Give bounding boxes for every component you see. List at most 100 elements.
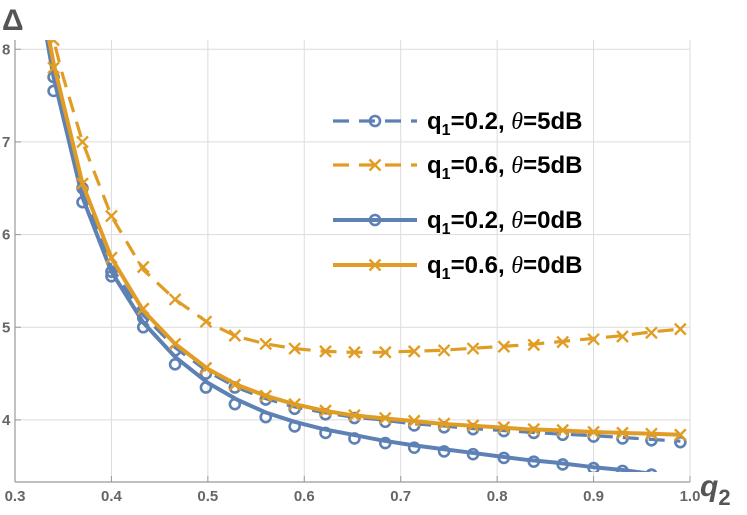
legend-label: q1=0.6, θ=0dB — [427, 252, 582, 283]
data-point — [616, 426, 629, 440]
data-point — [319, 344, 332, 358]
axes — [14, 40, 690, 483]
data-point — [645, 326, 658, 340]
data-point — [466, 419, 480, 432]
legend-label-theta: θ — [511, 109, 523, 135]
legend-label-sub: 1 — [442, 166, 451, 183]
data-point — [466, 342, 480, 355]
data-point — [228, 397, 242, 411]
x-axis-label: q2 — [700, 470, 731, 510]
data-point — [105, 209, 118, 223]
data-point — [319, 404, 332, 417]
legend-label-theta: θ — [511, 153, 523, 179]
data-point — [378, 411, 392, 425]
data-point — [556, 335, 570, 349]
legend-label-db: =5dB — [523, 108, 582, 135]
legend-item: q1=0.6, θ=0dB — [333, 252, 582, 283]
data-point — [674, 435, 687, 449]
data-point — [616, 464, 629, 472]
grid — [15, 40, 691, 482]
data-point — [228, 329, 242, 342]
x-ticks: 0.3 0.4 0.5 0.6 0.7 0.8 0.9 1.0 — [5, 476, 701, 505]
legend-marker — [368, 213, 382, 227]
legend-item: q1=0.2, θ=5dB — [333, 108, 582, 139]
data-point — [228, 378, 242, 392]
legend-label-theta: θ — [511, 253, 523, 279]
legend-label-q: q — [427, 108, 442, 135]
legend-label-db: =0dB — [523, 207, 582, 234]
data-point — [556, 458, 570, 471]
legend-label: q1=0.2, θ=5dB — [427, 108, 582, 139]
legend-label-value: =0.6, — [451, 252, 512, 279]
legend-label-q: q — [427, 152, 442, 179]
legend-marker — [368, 158, 382, 172]
y-ticks: 4 5 6 7 8 — [2, 41, 21, 429]
data-point — [645, 468, 658, 472]
data-point — [259, 410, 273, 424]
data-point — [136, 260, 150, 274]
data-point — [288, 420, 301, 433]
data-point — [437, 417, 451, 430]
y-tick-label: 7 — [2, 134, 10, 151]
data-point — [288, 397, 301, 411]
data-point — [674, 428, 687, 442]
legend-label-theta: θ — [511, 208, 523, 234]
y-tick-label: 4 — [2, 412, 11, 429]
legend-label-sub: 1 — [442, 221, 451, 238]
data-point — [466, 447, 480, 461]
data-point — [76, 195, 89, 209]
data-point — [348, 411, 361, 425]
legend-label-value: =0.2, — [451, 207, 512, 234]
x-tick-label: 1.0 — [680, 488, 701, 505]
data-point — [674, 322, 687, 336]
x-tick-label: 0.3 — [5, 488, 26, 505]
data-point — [348, 408, 361, 422]
data-point — [199, 381, 213, 394]
data-point — [407, 414, 421, 428]
data-point — [348, 345, 361, 359]
legend-item: q1=0.6, θ=5dB — [333, 152, 582, 183]
y-tick-label: 8 — [2, 41, 10, 58]
data-point — [437, 445, 451, 458]
x-tick-label: 0.7 — [390, 488, 411, 505]
data-point — [168, 337, 182, 351]
data-point — [259, 337, 273, 351]
data-point — [76, 135, 89, 149]
legend-label-q: q — [427, 207, 442, 234]
legend-label-db: =5dB — [523, 152, 582, 179]
y-tick-label: 5 — [2, 319, 10, 336]
x-tick-label: 0.8 — [487, 488, 508, 505]
data-point — [527, 338, 541, 352]
data-point — [527, 422, 541, 436]
legend-label: q1=0.2, θ=0dB — [427, 207, 582, 238]
series-line — [47, 40, 681, 437]
series-2 — [47, 40, 687, 359]
legend-label-sub: 1 — [442, 122, 451, 139]
series-line — [51, 40, 681, 354]
y-axis-label: Δ — [2, 4, 24, 37]
data-point — [497, 340, 511, 354]
x-tick-label: 0.9 — [583, 488, 604, 505]
data-point — [168, 293, 182, 306]
data-point — [259, 389, 273, 403]
series-layer — [45, 40, 687, 472]
series-line — [45, 40, 654, 472]
x-axis-label-main: q — [700, 470, 718, 503]
data-point — [587, 425, 600, 439]
data-point — [527, 455, 541, 468]
data-point — [199, 361, 213, 375]
legend-label: q1=0.6, θ=5dB — [427, 152, 582, 183]
data-point — [407, 441, 421, 455]
data-point — [288, 342, 301, 355]
data-point — [105, 269, 118, 283]
legend-label-value: =0.6, — [451, 152, 512, 179]
series-3 — [45, 40, 681, 472]
data-point — [378, 436, 392, 450]
legend-marker — [368, 258, 382, 272]
legend-label-sub: 1 — [442, 266, 451, 283]
data-point — [47, 61, 60, 75]
data-point — [168, 358, 182, 371]
data-point — [587, 461, 600, 472]
data-point — [437, 344, 451, 357]
legend-label-value: =0.2, — [451, 108, 512, 135]
